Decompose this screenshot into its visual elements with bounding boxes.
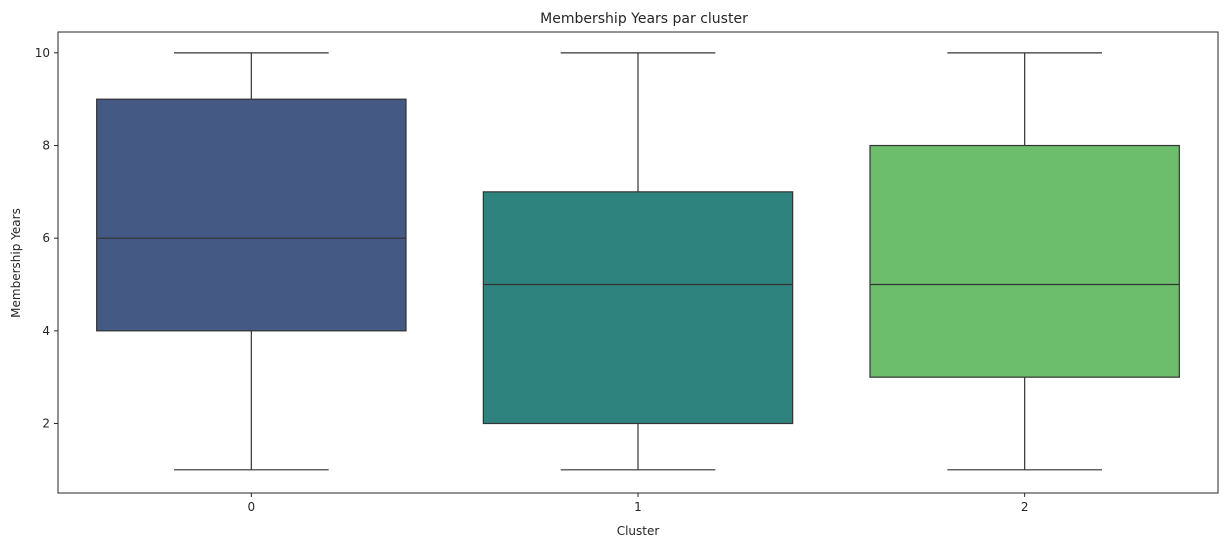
y-axis: 2 4 6 8 10 <box>35 46 58 431</box>
x-tick-label: 2 <box>1021 500 1029 514</box>
y-tick-label: 8 <box>42 139 50 153</box>
box-cluster-2 <box>869 52 1180 471</box>
x-axis-label: Cluster <box>617 524 660 538</box>
plot-area <box>96 52 1180 471</box>
box-cluster-1 <box>482 52 794 471</box>
plot-frame <box>57 31 1219 494</box>
chart-title: Membership Years par cluster <box>540 11 748 27</box>
y-tick-label: 4 <box>42 324 50 338</box>
y-axis-label: Membership Years <box>9 208 23 318</box>
y-tick-label: 10 <box>35 46 50 60</box>
x-tick-label: 0 <box>248 500 256 514</box>
iqr-box <box>869 144 1180 378</box>
x-tick-label: 1 <box>634 500 642 514</box>
x-axis: 0 1 2 <box>248 493 1029 514</box>
box-cluster-0 <box>96 52 407 471</box>
y-tick-label: 2 <box>42 417 50 431</box>
iqr-box <box>96 98 407 332</box>
y-tick-label: 6 <box>42 231 50 245</box>
iqr-box <box>482 191 794 425</box>
